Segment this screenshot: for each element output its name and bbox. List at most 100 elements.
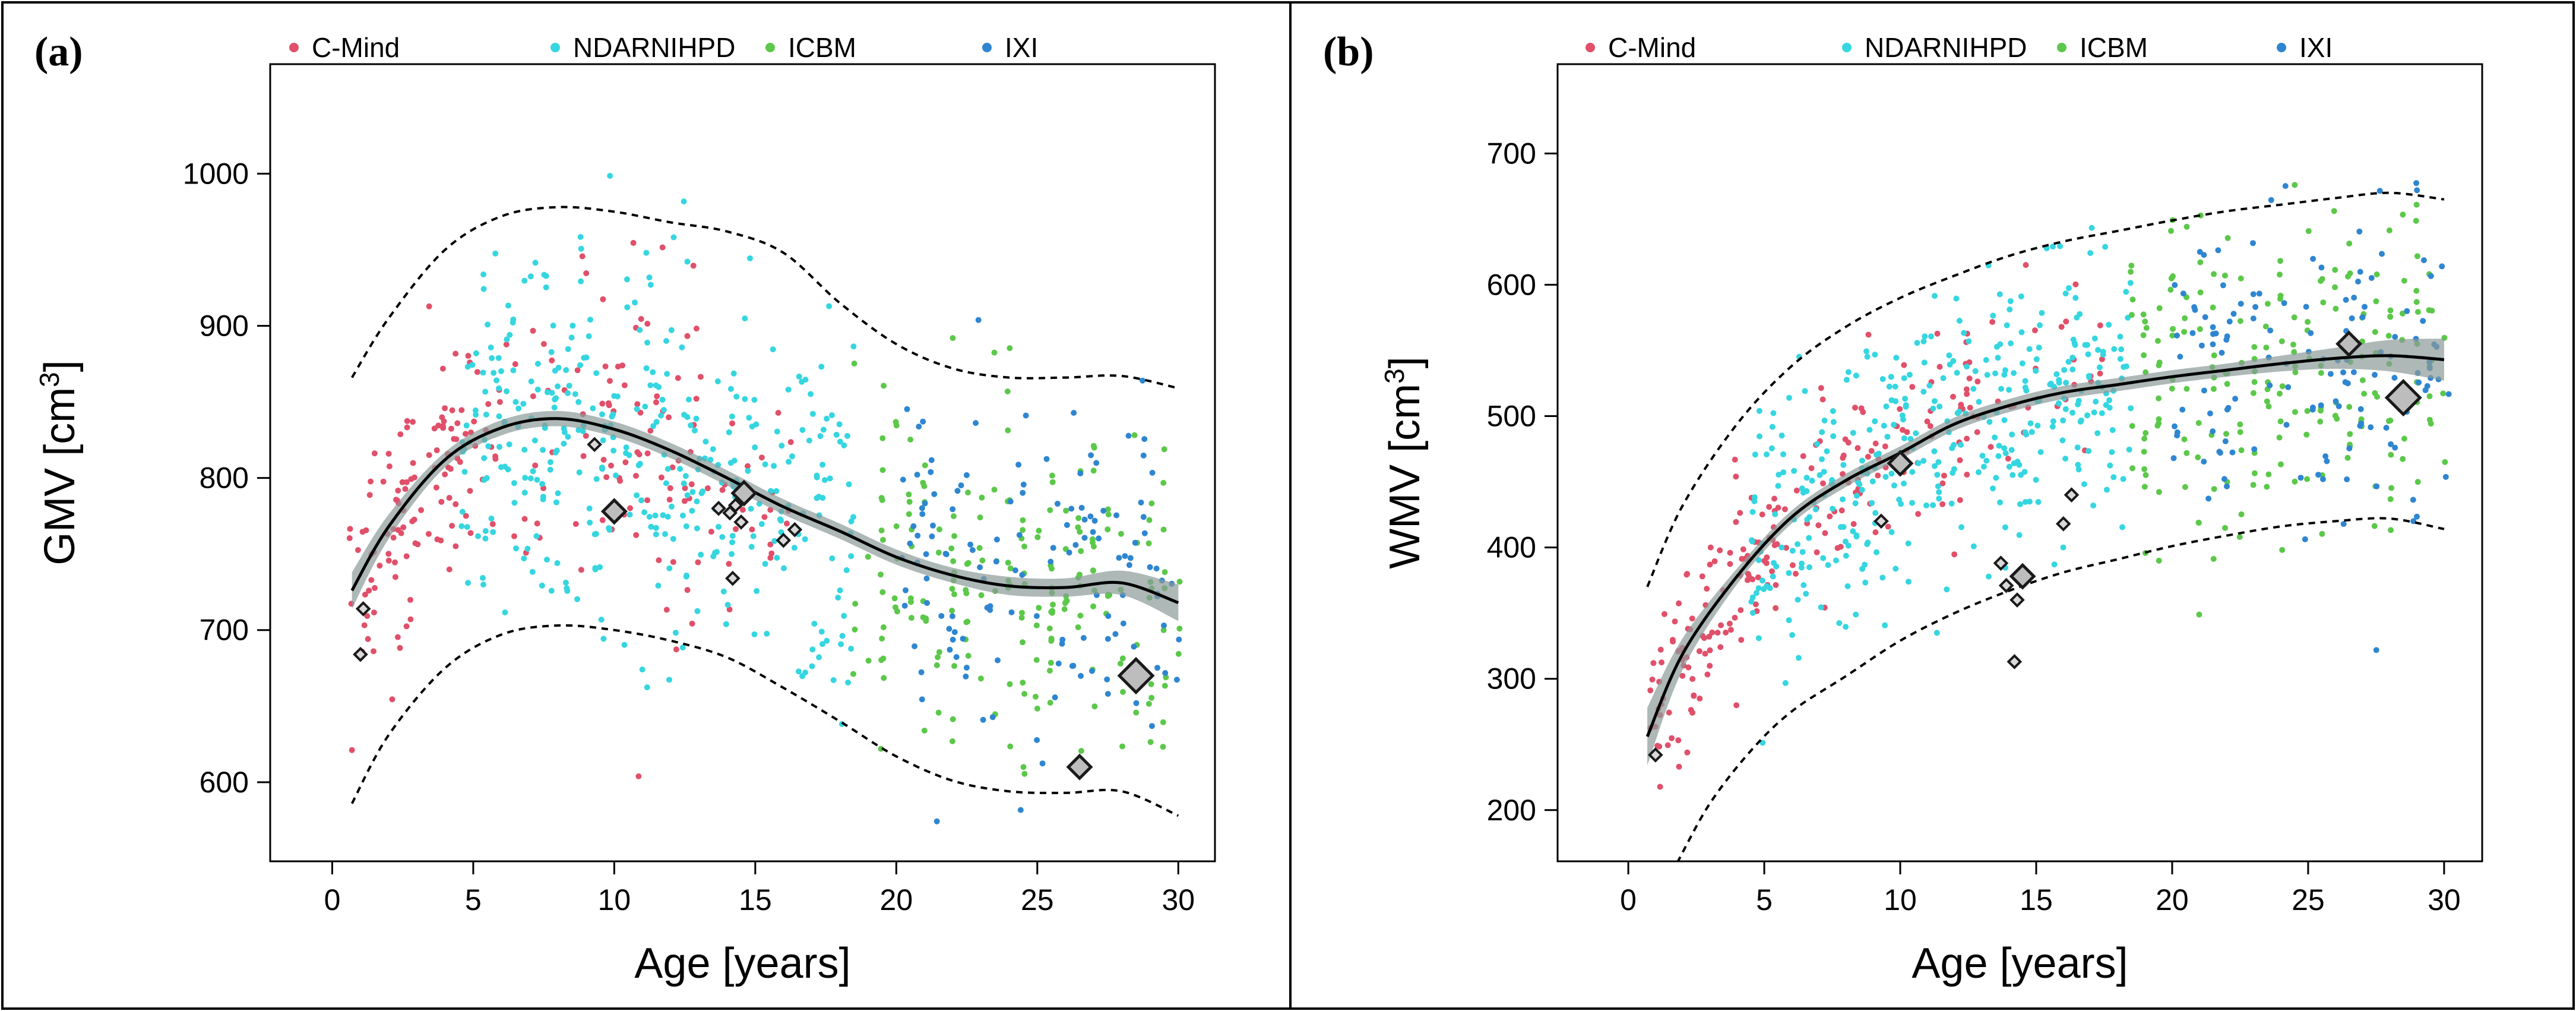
data-point: [1176, 625, 1183, 632]
data-point: [2106, 397, 2112, 403]
data-point: [993, 558, 999, 565]
data-point: [2277, 418, 2284, 425]
data-point: [1949, 445, 1955, 451]
data-point: [590, 405, 596, 412]
data-point: [2128, 312, 2135, 318]
data-point: [647, 428, 654, 434]
data-point: [837, 587, 843, 593]
data-point: [482, 388, 489, 395]
data-point: [2315, 472, 2321, 478]
data-point: [1780, 469, 1787, 476]
data-point: [1956, 409, 1963, 415]
data-point: [1996, 443, 2002, 449]
data-point: [1815, 522, 1822, 529]
data-point: [578, 567, 584, 573]
data-point: [349, 747, 355, 753]
diamond-marker: [1993, 555, 2009, 571]
data-point: [1786, 570, 1792, 576]
legend-marker: [765, 43, 775, 52]
data-point: [1075, 624, 1081, 630]
data-point: [364, 613, 371, 619]
data-point: [1048, 637, 1055, 644]
data-point: [1771, 560, 1777, 566]
data-point: [878, 527, 885, 533]
data-point: [606, 526, 613, 533]
data-point: [809, 663, 815, 669]
data-point: [1814, 441, 1821, 447]
data-point: [2018, 293, 2024, 299]
data-point: [1944, 586, 1950, 593]
data-point: [2211, 271, 2217, 277]
data-point: [2035, 499, 2042, 506]
data-point: [824, 415, 830, 422]
data-point: [750, 533, 757, 539]
data-point: [906, 491, 912, 498]
y-tick-label: 800: [200, 462, 249, 495]
data-point: [2011, 370, 2017, 376]
data-point: [963, 673, 969, 680]
data-point: [976, 545, 983, 551]
data-point: [1049, 479, 1056, 485]
data-point: [1796, 655, 1802, 661]
data-point: [607, 173, 613, 179]
data-point: [1957, 457, 1963, 463]
data-point: [2004, 322, 2010, 328]
data-point: [979, 494, 985, 501]
data-point: [719, 486, 726, 493]
data-point: [439, 365, 446, 372]
data-point: [747, 255, 753, 261]
data-point: [2094, 430, 2101, 437]
data-point: [403, 479, 410, 485]
data-point: [688, 422, 694, 429]
data-point: [919, 511, 926, 517]
data-point: [1830, 419, 1837, 425]
data-point: [965, 489, 971, 496]
data-point: [771, 538, 778, 544]
data-point: [534, 520, 540, 527]
data-point: [553, 499, 559, 506]
x-tick-label: 30: [2428, 883, 2461, 917]
data-point: [977, 675, 984, 682]
diamond-marker: [2055, 516, 2071, 532]
y-tick-label: 700: [1487, 137, 1536, 170]
data-point: [2055, 400, 2062, 406]
data-point: [2016, 532, 2023, 538]
data-point: [433, 447, 440, 453]
data-point: [928, 457, 935, 463]
data-point: [1901, 362, 1907, 368]
data-point: [1145, 700, 1152, 707]
data-point: [2392, 334, 2398, 340]
data-point: [1007, 498, 1014, 505]
data-point: [2213, 330, 2219, 337]
data-point: [1717, 547, 1723, 554]
data-point: [1091, 444, 1097, 451]
data-point: [879, 467, 886, 473]
data-point: [530, 468, 536, 475]
data-point: [820, 426, 827, 433]
data-point: [637, 327, 643, 333]
data-point: [2091, 409, 2097, 416]
data-point: [843, 567, 850, 573]
data-point: [1769, 568, 1775, 574]
data-point: [493, 377, 500, 384]
data-point: [2400, 456, 2406, 462]
data-point: [2063, 318, 2069, 325]
data-point: [1020, 639, 1026, 646]
data-point: [850, 514, 856, 520]
data-point: [2174, 429, 2181, 435]
data-point: [1935, 483, 1941, 489]
data-point: [1176, 636, 1182, 643]
data-point: [1840, 454, 1846, 461]
data-point: [916, 424, 922, 430]
data-point: [1914, 340, 1920, 346]
data-point: [693, 326, 700, 332]
data-point: [1105, 691, 1111, 697]
data-point: [2388, 451, 2394, 458]
data-point: [587, 317, 593, 323]
data-point: [767, 555, 774, 561]
data-point: [2100, 349, 2106, 355]
data-point: [1963, 386, 1970, 393]
data-point: [1833, 557, 1839, 564]
data-point: [963, 472, 970, 478]
